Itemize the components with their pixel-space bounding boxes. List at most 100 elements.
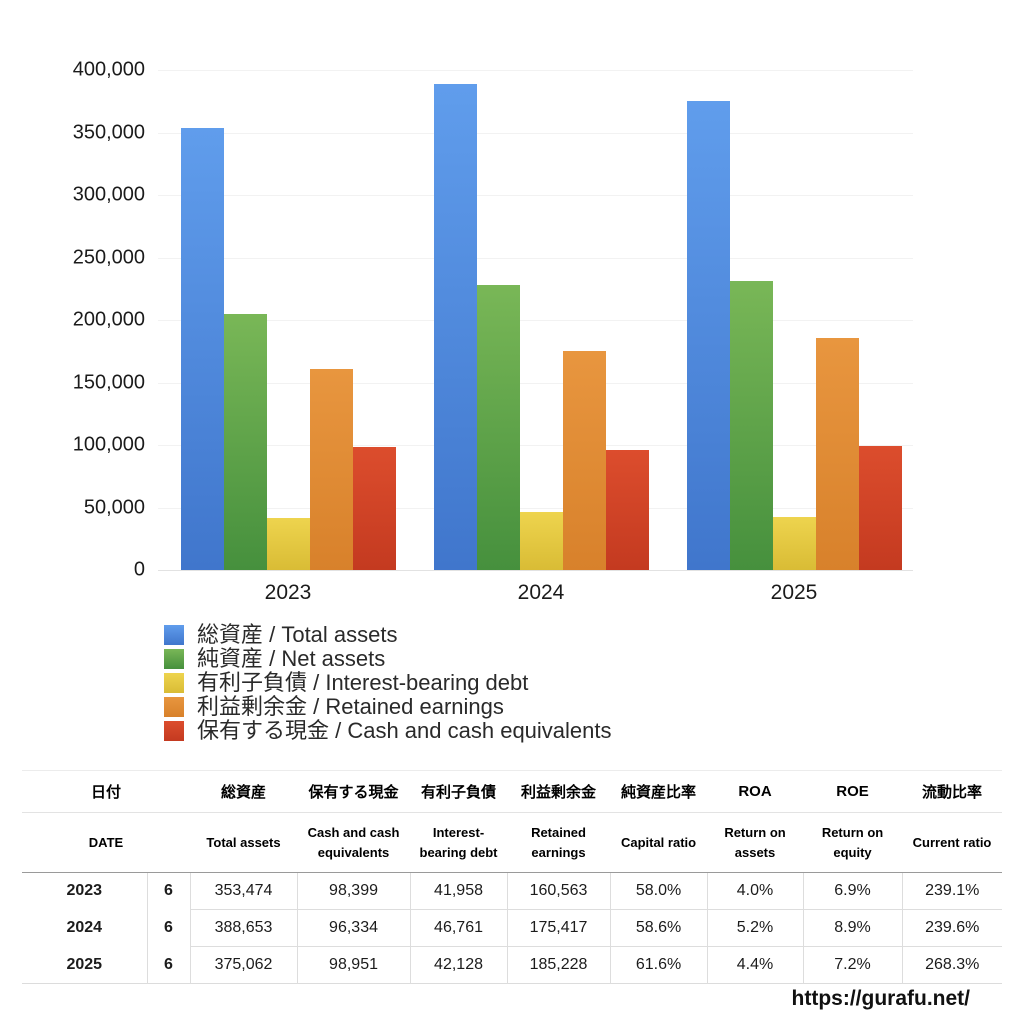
chart-legend: 総資産 / Total assets 純資産 / Net assets 有利子負債 …: [164, 623, 612, 743]
bar-retained-earnings-2023: [309, 369, 353, 570]
cell-value-2024-2: 46,761: [410, 909, 508, 947]
legend-swatch-total-assets: [164, 625, 184, 645]
cell-value-2023-2: 41,958: [410, 872, 508, 910]
bar-net-assets-2023: [223, 313, 267, 570]
bar-net-assets-2024: [476, 285, 520, 570]
bar-total-assets-2023: [180, 128, 224, 570]
y-axis-tick-label: 350,000: [72, 121, 145, 143]
legend-label-total-assets: 総資産 / Total assets: [197, 622, 398, 647]
table-header-header_ja-0: 日付: [22, 770, 191, 813]
gridline: [158, 445, 913, 446]
table-header-header_ja-3: 有利子負債: [410, 770, 508, 813]
table-header-header_ja-4: 利益剰余金: [507, 770, 611, 813]
legend-item-interest-bearing-debt: 有利子負債 / Interest-bearing debt: [164, 671, 612, 695]
cell-value-2025-3: 185,228: [507, 946, 611, 984]
table-header-header_en-5: Capital ratio: [610, 812, 708, 873]
bar-interest-bearing-debt-2025: [772, 517, 816, 570]
x-axis-label-2024: 2024: [517, 581, 565, 604]
table-row-2024: 2024 6 388,653 96,334 46,761 175,417 58.6% 5.2%…: [22, 909, 1003, 947]
gridline: [158, 507, 913, 509]
cell-value-2025-5: 4.4%: [707, 946, 804, 984]
table-header-header_en-6: Return on assets: [707, 812, 804, 873]
cell-value-2023-4: 58.0%: [610, 872, 708, 910]
y-axis-tick-label: 250,000: [72, 246, 145, 268]
table-header-header_en-4: Retained earnings: [507, 812, 611, 873]
gridline: [158, 70, 913, 71]
cell-value-2024-1: 96,334: [297, 909, 411, 947]
legend-item-retained-earnings: 利益剰余金 / Retained earnings: [164, 695, 612, 719]
bar-total-assets-2024: [433, 84, 477, 570]
gridline: [158, 382, 913, 384]
table-header-header_ja-7: ROE: [803, 770, 903, 813]
legend-item-net-assets: 純資産 / Net assets: [164, 647, 612, 671]
gridline: [158, 257, 913, 259]
cell-value-2025-7: 268.3%: [925, 956, 980, 973]
legend-label-interest-bearing-debt: 有利子負債 / Interest-bearing debt: [197, 670, 529, 695]
cell-value-2025-0: 375,062: [190, 946, 298, 984]
gridline: [158, 320, 913, 321]
legend-item-cash-and-cash-equivalents: 保有する現金 / Cash and cash equivalents: [164, 719, 612, 743]
cell-value-2023-6: 6.9%: [803, 872, 903, 910]
y-axis-tick-label: 100,000: [72, 433, 145, 456]
cell-value-2024-6: 8.9%: [803, 909, 903, 947]
table-header-header_ja-2: 保有する現金: [297, 770, 411, 813]
legend-swatch-retained-earnings: [164, 697, 184, 717]
cell-year-2025: 2025: [22, 946, 148, 984]
legend-item-total-assets: 総資産 / Total assets: [164, 623, 612, 647]
cell-value-2023-5: 4.0%: [707, 872, 804, 910]
cell-value-2025-4: 61.6%: [610, 946, 708, 984]
cell-month-2023: 6: [147, 872, 191, 910]
bar-retained-earnings-2025: [815, 338, 859, 570]
gridline: [158, 570, 913, 571]
legend-label-net-assets: 純資産 / Net assets: [197, 646, 386, 671]
cell-value-2023-3: 160,563: [507, 872, 611, 910]
financial-data-table: 日付 総資産 保有する現金 有利子負債 利益剰余金 純資産比率 ROA ROE 流動比率 DATE…: [22, 770, 1003, 984]
legend-swatch-net-assets: [164, 649, 184, 669]
cell-value-2023-1: 98,399: [297, 872, 411, 910]
table-header-header_ja-5: 純資産比率: [610, 770, 708, 813]
bar-cash-and-cash-equivalents-2025: [858, 446, 902, 570]
cell-value-2023-0: 353,474: [190, 872, 298, 910]
bar-cash-and-cash-equivalents-2024: [605, 449, 649, 570]
bar-interest-bearing-debt-2023: [266, 517, 310, 570]
table-header-header_en-7: Return on equity: [803, 812, 903, 873]
cell-year-2023: 2023: [22, 872, 148, 910]
cell-value-2024-4: 58.6%: [610, 909, 708, 947]
bar-total-assets-2025: [686, 101, 730, 570]
x-axis-label-2023: 2023: [264, 581, 312, 604]
table-header-header_ja-1: 総資産: [190, 770, 298, 813]
table-header-header_ja-6: ROA: [707, 770, 804, 813]
table-header-row-japanese: 日付 総資産 保有する現金 有利子負債 利益剰余金 純資産比率 ROA ROE 流動比率: [22, 770, 1003, 813]
cell-year-2024: 2024: [22, 909, 148, 947]
cell-value-2025-2: 42,128: [410, 946, 508, 984]
cell-month-2024: 6: [147, 909, 191, 947]
cell-value-2025-1: 98,951: [297, 946, 411, 984]
y-axis-tick-label: 150,000: [72, 371, 145, 393]
cell-value-2024-3: 175,417: [507, 909, 611, 947]
table-row-2023: 2023 6 353,474 98,399 41,958 160,563 58.0% 4.0%…: [22, 872, 1003, 910]
cell-value-2025-6: 7.2%: [803, 946, 903, 984]
y-axis-tick-label: 400,000: [72, 58, 145, 81]
x-axis-label-2025: 2025: [770, 581, 818, 604]
table-header-row-english: DATE Total assets Cash and cash equivalent…: [22, 812, 1003, 873]
table-header-header_en-3: Interest-bearing debt: [410, 812, 508, 873]
table-header-header_ja-8: 流動比率: [902, 770, 1003, 813]
gridline: [158, 195, 913, 196]
table-header-header_en-2: Cash and cash equivalents: [297, 812, 411, 873]
legend-swatch-cash-and-cash-equivalents: [164, 721, 184, 741]
bar-cash-and-cash-equivalents-2023: [352, 447, 396, 570]
legend-label-retained-earnings: 利益剰余金 / Retained earnings: [197, 694, 504, 719]
table-row-2025: 2025 6 375,062 98,951 42,128 185,228 61.6% 4.4%…: [22, 946, 1002, 984]
y-axis-tick-label: 200,000: [72, 308, 145, 331]
cell-value-2023-7: 239.1%: [902, 872, 1003, 910]
bar-interest-bearing-debt-2024: [519, 511, 563, 570]
cell-value-2024-7: 239.6%: [902, 909, 1003, 947]
table-header-header_en-0: DATE: [22, 812, 191, 873]
y-axis-tick-label: 300,000: [72, 183, 145, 206]
y-axis-tick-label: 0: [133, 558, 145, 581]
bar-chart-plot-area: 400,000 350,000 300,000 250,000 200,000 150,0…: [73, 59, 913, 604]
site-url: https://gurafu.net/: [791, 987, 970, 1010]
legend-swatch-interest-bearing-debt: [164, 673, 184, 693]
cell-value-2024-0: 388,653: [190, 909, 298, 947]
